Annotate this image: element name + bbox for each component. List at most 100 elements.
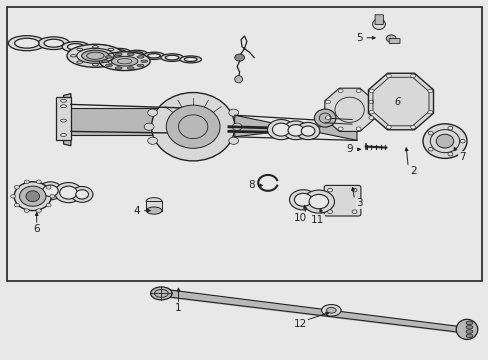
Polygon shape (68, 108, 185, 135)
Ellipse shape (368, 100, 373, 104)
Ellipse shape (368, 89, 373, 93)
Ellipse shape (296, 122, 319, 140)
Ellipse shape (326, 307, 336, 313)
Ellipse shape (355, 127, 360, 131)
Ellipse shape (15, 38, 39, 48)
Polygon shape (324, 88, 374, 131)
Ellipse shape (50, 194, 55, 198)
FancyBboxPatch shape (146, 201, 162, 211)
Ellipse shape (60, 186, 77, 199)
Ellipse shape (301, 126, 314, 136)
Ellipse shape (427, 89, 432, 93)
Text: 2: 2 (409, 166, 416, 176)
Ellipse shape (372, 19, 385, 30)
Ellipse shape (114, 55, 120, 57)
Ellipse shape (105, 56, 112, 58)
Ellipse shape (459, 139, 464, 143)
Ellipse shape (8, 36, 45, 51)
Ellipse shape (465, 334, 472, 338)
Text: 12: 12 (293, 319, 307, 329)
Ellipse shape (161, 54, 183, 62)
Ellipse shape (26, 191, 40, 202)
Ellipse shape (105, 64, 112, 67)
FancyBboxPatch shape (374, 15, 383, 24)
Ellipse shape (447, 126, 452, 130)
Ellipse shape (447, 152, 452, 156)
Ellipse shape (67, 44, 84, 50)
Ellipse shape (62, 41, 89, 52)
Ellipse shape (184, 57, 197, 62)
Ellipse shape (147, 109, 157, 116)
Ellipse shape (308, 194, 328, 209)
Ellipse shape (70, 55, 76, 57)
Ellipse shape (465, 330, 472, 333)
Ellipse shape (71, 186, 93, 202)
Ellipse shape (15, 185, 20, 189)
Ellipse shape (327, 210, 332, 213)
Ellipse shape (355, 89, 360, 93)
Ellipse shape (92, 63, 98, 66)
Ellipse shape (165, 55, 179, 60)
Ellipse shape (24, 180, 29, 184)
Polygon shape (63, 94, 71, 146)
Ellipse shape (455, 319, 477, 339)
Ellipse shape (435, 134, 453, 148)
FancyBboxPatch shape (388, 39, 399, 44)
Text: 1: 1 (175, 303, 182, 313)
Ellipse shape (36, 180, 41, 184)
Polygon shape (234, 115, 356, 140)
Ellipse shape (427, 110, 432, 114)
Ellipse shape (137, 56, 143, 58)
Ellipse shape (85, 45, 115, 56)
Ellipse shape (351, 188, 356, 192)
Ellipse shape (77, 48, 82, 51)
Ellipse shape (127, 53, 134, 55)
Ellipse shape (11, 194, 16, 198)
Ellipse shape (141, 60, 147, 62)
Ellipse shape (92, 46, 98, 48)
Text: 6: 6 (33, 224, 40, 234)
Ellipse shape (111, 56, 138, 66)
Ellipse shape (113, 50, 126, 54)
Ellipse shape (20, 186, 46, 206)
Ellipse shape (137, 64, 143, 67)
Ellipse shape (327, 188, 332, 192)
Ellipse shape (126, 50, 147, 58)
Ellipse shape (55, 183, 82, 203)
Ellipse shape (386, 35, 395, 42)
Ellipse shape (147, 137, 157, 144)
Text: 10: 10 (294, 213, 306, 223)
Ellipse shape (232, 123, 242, 130)
Ellipse shape (151, 93, 234, 161)
Ellipse shape (325, 116, 330, 120)
Ellipse shape (143, 52, 164, 59)
Ellipse shape (91, 47, 109, 54)
Ellipse shape (146, 207, 162, 214)
Ellipse shape (166, 105, 220, 148)
Ellipse shape (38, 182, 62, 200)
Ellipse shape (42, 185, 58, 197)
Text: 4: 4 (133, 206, 140, 216)
Ellipse shape (38, 37, 69, 50)
Ellipse shape (325, 100, 330, 104)
Ellipse shape (289, 190, 316, 210)
Ellipse shape (368, 116, 373, 120)
Text: 7: 7 (458, 152, 465, 162)
Ellipse shape (422, 124, 466, 158)
Ellipse shape (427, 147, 432, 151)
Ellipse shape (67, 44, 123, 67)
Ellipse shape (272, 123, 289, 136)
Ellipse shape (287, 125, 303, 136)
Ellipse shape (410, 74, 415, 78)
Ellipse shape (228, 137, 238, 144)
Ellipse shape (338, 127, 343, 131)
Text: 6: 6 (393, 96, 399, 107)
Ellipse shape (314, 109, 335, 127)
Ellipse shape (61, 119, 66, 122)
Ellipse shape (234, 76, 242, 83)
Text: 5: 5 (355, 33, 362, 43)
Ellipse shape (15, 203, 20, 207)
Ellipse shape (465, 321, 472, 325)
Ellipse shape (368, 110, 373, 114)
Ellipse shape (44, 39, 63, 47)
